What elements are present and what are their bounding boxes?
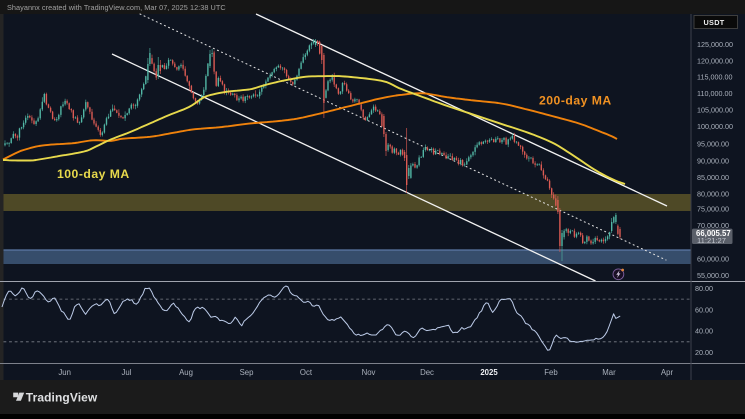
svg-text:Jun: Jun <box>58 368 71 377</box>
svg-text:100,000.00: 100,000.00 <box>697 122 733 131</box>
svg-text:Mar: Mar <box>602 368 616 377</box>
svg-text:105,000.00: 105,000.00 <box>697 106 733 115</box>
svg-text:11:21:27: 11:21:27 <box>697 236 726 245</box>
svg-text:80.00: 80.00 <box>695 284 713 293</box>
svg-text:115,000.00: 115,000.00 <box>697 73 732 82</box>
svg-text:95,000.00: 95,000.00 <box>697 140 729 149</box>
svg-text:200-day MA: 200-day MA <box>539 94 612 108</box>
svg-text:Aug: Aug <box>179 368 193 377</box>
svg-text:Nov: Nov <box>362 368 376 377</box>
svg-text:60,000.00: 60,000.00 <box>697 255 729 264</box>
svg-text:110,000.00: 110,000.00 <box>697 89 732 98</box>
svg-text:66,005.57: 66,005.57 <box>696 229 731 238</box>
svg-text:Feb: Feb <box>544 368 558 377</box>
svg-text:60.00: 60.00 <box>695 305 713 314</box>
svg-text:120,000.00: 120,000.00 <box>697 56 733 65</box>
svg-text:40.00: 40.00 <box>695 327 713 336</box>
svg-text:USDT: USDT <box>703 18 724 27</box>
svg-text:80,000.00: 80,000.00 <box>697 190 729 199</box>
svg-text:Jul: Jul <box>122 368 132 377</box>
svg-text:Sep: Sep <box>240 368 255 377</box>
svg-text:55,000.00: 55,000.00 <box>697 271 729 280</box>
svg-text:70,000.00: 70,000.00 <box>697 221 729 230</box>
svg-text:Dec: Dec <box>420 368 434 377</box>
svg-text:75,000.00: 75,000.00 <box>697 205 729 214</box>
svg-text:Apr: Apr <box>661 368 674 377</box>
svg-text:125,000.00: 125,000.00 <box>697 40 733 49</box>
svg-text:90,000.00: 90,000.00 <box>697 156 729 165</box>
svg-text:85,000.00: 85,000.00 <box>697 173 729 182</box>
svg-text:TradingView: TradingView <box>26 391 98 405</box>
svg-text:Shayannx created with TradingV: Shayannx created with TradingView.com, M… <box>7 3 226 12</box>
svg-text:100-day MA: 100-day MA <box>57 167 130 181</box>
svg-text:20.00: 20.00 <box>695 348 713 357</box>
svg-text:Oct: Oct <box>300 368 313 377</box>
svg-text:2025: 2025 <box>480 368 498 377</box>
